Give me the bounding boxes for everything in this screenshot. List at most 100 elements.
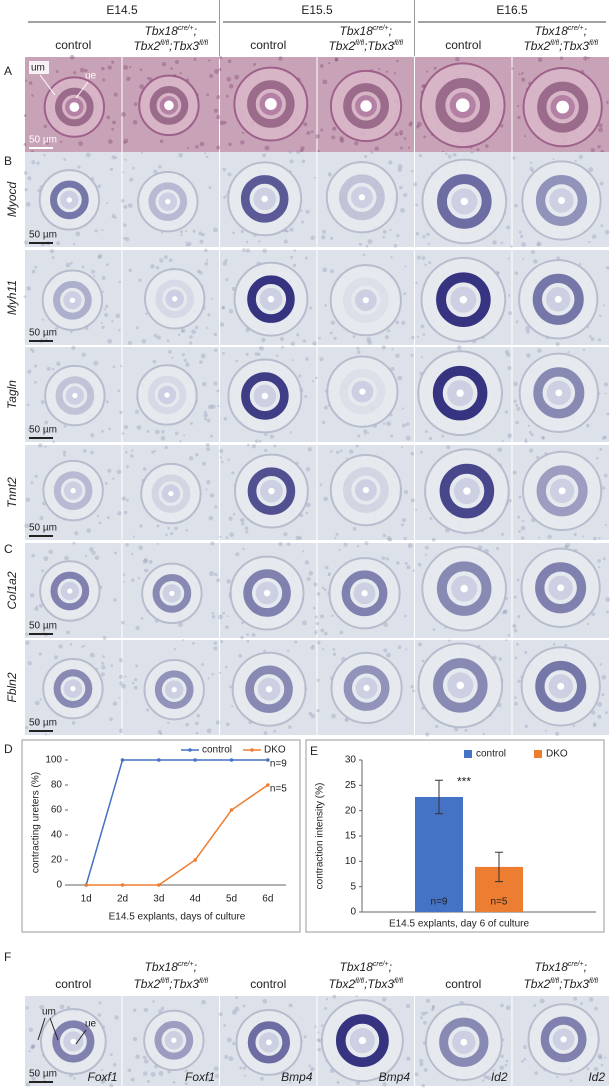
texture bbox=[305, 466, 311, 472]
texture bbox=[84, 69, 88, 73]
texture bbox=[23, 170, 28, 175]
lumen bbox=[358, 1036, 366, 1045]
y-axis-label: contraction intensity (%) bbox=[315, 783, 326, 890]
texture bbox=[402, 1073, 405, 1076]
texture bbox=[172, 1080, 176, 1084]
texture bbox=[332, 647, 336, 651]
texture bbox=[161, 429, 165, 434]
texture bbox=[116, 469, 122, 475]
texture bbox=[289, 159, 294, 164]
texture bbox=[310, 713, 316, 719]
texture bbox=[421, 1083, 426, 1088]
texture bbox=[228, 83, 234, 89]
texture bbox=[168, 350, 172, 354]
texture bbox=[328, 62, 331, 65]
smooth-muscle-ring bbox=[155, 279, 195, 319]
micrograph bbox=[218, 541, 319, 640]
texture bbox=[559, 56, 564, 61]
texture bbox=[598, 536, 601, 540]
texture bbox=[123, 510, 128, 515]
texture bbox=[128, 268, 132, 273]
texture bbox=[138, 545, 143, 551]
texture bbox=[400, 146, 403, 150]
texture bbox=[334, 536, 337, 540]
texture bbox=[158, 164, 162, 169]
smooth-muscle-ring bbox=[536, 465, 588, 517]
texture bbox=[276, 354, 279, 358]
texture bbox=[521, 1060, 524, 1063]
texture bbox=[213, 646, 218, 651]
texture bbox=[286, 229, 289, 233]
texture bbox=[526, 353, 531, 358]
pointer bbox=[39, 74, 56, 96]
texture bbox=[194, 325, 199, 330]
texture bbox=[138, 278, 142, 282]
texture bbox=[522, 258, 525, 261]
texture bbox=[424, 263, 427, 266]
texture bbox=[240, 517, 245, 523]
lumen bbox=[460, 197, 469, 206]
texture bbox=[198, 231, 203, 236]
texture bbox=[309, 306, 313, 310]
texture bbox=[292, 359, 295, 362]
texture bbox=[184, 1069, 188, 1073]
texture bbox=[101, 275, 106, 280]
texture bbox=[219, 535, 222, 538]
lumen bbox=[261, 392, 269, 400]
texture bbox=[24, 79, 28, 82]
texture bbox=[104, 312, 109, 318]
texture bbox=[378, 67, 381, 70]
texture bbox=[401, 518, 406, 523]
texture bbox=[446, 445, 451, 450]
texture bbox=[507, 433, 513, 439]
superscript: fl/fl bbox=[394, 978, 403, 985]
texture bbox=[513, 595, 517, 599]
texture bbox=[27, 369, 32, 374]
texture bbox=[395, 320, 400, 325]
texture bbox=[227, 59, 232, 64]
texture bbox=[403, 137, 407, 140]
texture bbox=[363, 154, 368, 159]
texture bbox=[39, 515, 44, 521]
texture bbox=[312, 644, 315, 648]
texture bbox=[205, 155, 209, 159]
texture bbox=[31, 94, 34, 97]
texture bbox=[100, 322, 103, 325]
superscript: fl/fl bbox=[355, 40, 364, 47]
texture bbox=[262, 248, 268, 254]
texture bbox=[404, 614, 407, 618]
micrograph bbox=[511, 56, 609, 154]
texture bbox=[40, 400, 45, 404]
texture bbox=[264, 145, 270, 151]
texture bbox=[516, 104, 520, 108]
texture bbox=[322, 229, 327, 234]
texture bbox=[70, 330, 73, 334]
texture bbox=[109, 717, 113, 722]
texture bbox=[143, 569, 146, 572]
texture bbox=[499, 1065, 505, 1071]
texture bbox=[515, 403, 519, 407]
superscript: cre/+ bbox=[373, 961, 389, 968]
texture bbox=[26, 286, 31, 291]
micrograph bbox=[316, 994, 414, 1087]
legend-marker bbox=[250, 748, 254, 752]
smooth-muscle-ring bbox=[439, 1017, 489, 1067]
texture bbox=[352, 526, 357, 531]
texture bbox=[524, 651, 528, 654]
texture bbox=[69, 642, 73, 646]
texture bbox=[215, 720, 220, 725]
panel-letter: C bbox=[4, 542, 13, 556]
micrograph bbox=[25, 640, 124, 736]
texture bbox=[173, 647, 177, 651]
texture bbox=[244, 526, 249, 531]
texture bbox=[390, 256, 393, 259]
texture bbox=[591, 234, 597, 239]
texture bbox=[214, 69, 219, 74]
texture bbox=[536, 455, 540, 459]
texture bbox=[332, 126, 337, 131]
smooth-muscle-ring bbox=[335, 1014, 389, 1067]
texture bbox=[288, 1081, 292, 1084]
texture bbox=[429, 517, 433, 520]
texture bbox=[525, 325, 530, 331]
texture bbox=[435, 724, 439, 729]
